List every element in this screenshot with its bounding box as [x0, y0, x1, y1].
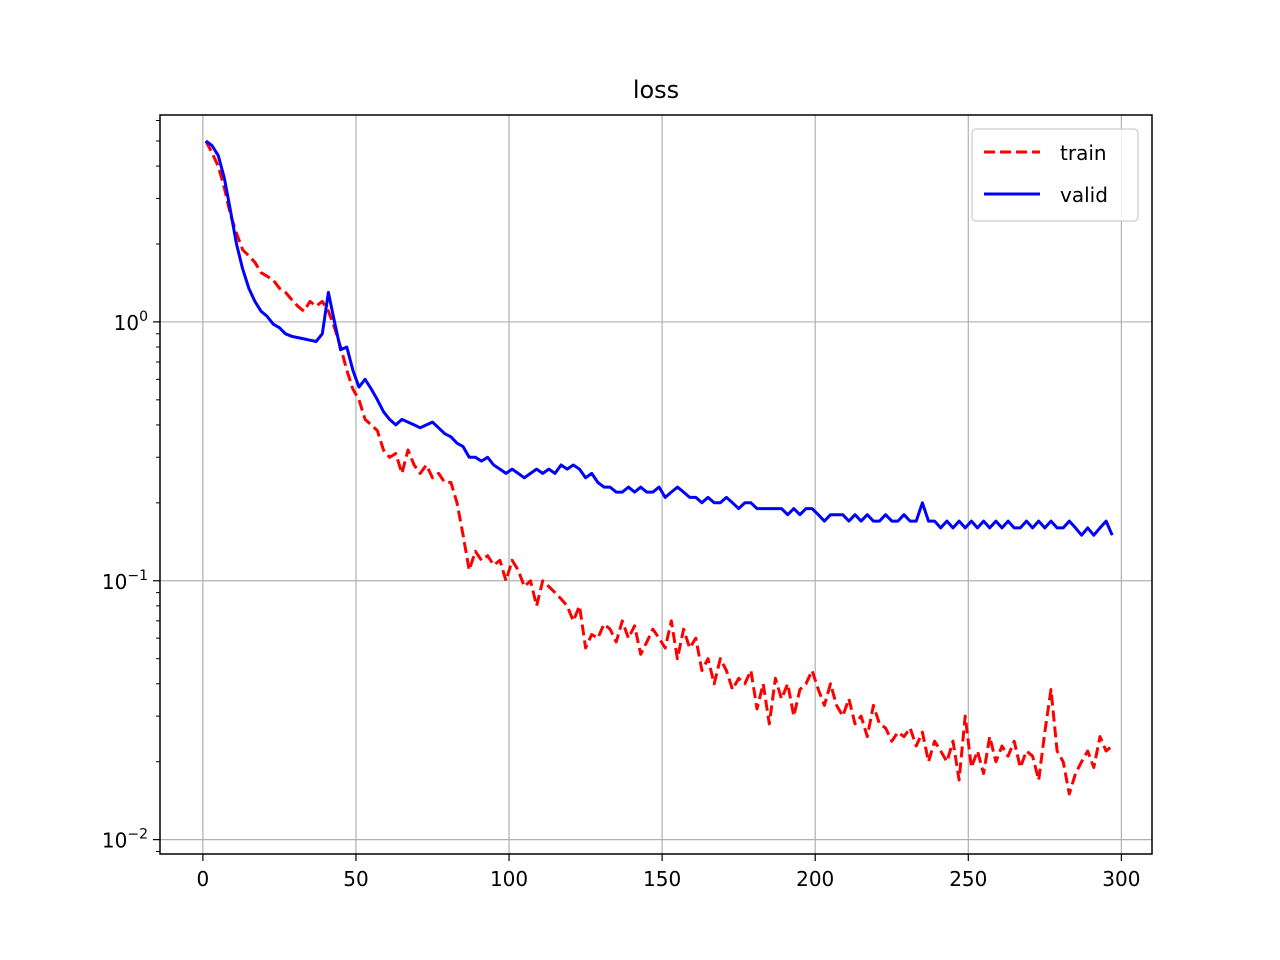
x-tick-label: 50 [343, 867, 368, 891]
y-tick-label: 10−1 [102, 568, 148, 594]
chart-title: loss [633, 76, 679, 104]
legend: train valid [971, 128, 1139, 222]
y-tick-label: 100 [114, 309, 148, 335]
series-line-valid [204, 139, 1114, 537]
series-layer [204, 139, 1114, 796]
legend-train-label: train [1060, 141, 1107, 165]
x-tick-label: 200 [796, 867, 834, 891]
x-tick-label: 300 [1102, 867, 1140, 891]
plot-frame [159, 114, 1153, 855]
x-tick-label: 100 [490, 867, 528, 891]
x-tick-label: 250 [949, 867, 987, 891]
legend-box [971, 128, 1139, 222]
ticks: 0 50 100 150 200 250 300 100 10−1 10−2 [102, 119, 1140, 891]
legend-valid-label: valid [1060, 183, 1108, 207]
x-tick-label: 0 [196, 867, 209, 891]
y-tick-label: 10−2 [102, 827, 148, 853]
x-tick-label: 150 [643, 867, 681, 891]
